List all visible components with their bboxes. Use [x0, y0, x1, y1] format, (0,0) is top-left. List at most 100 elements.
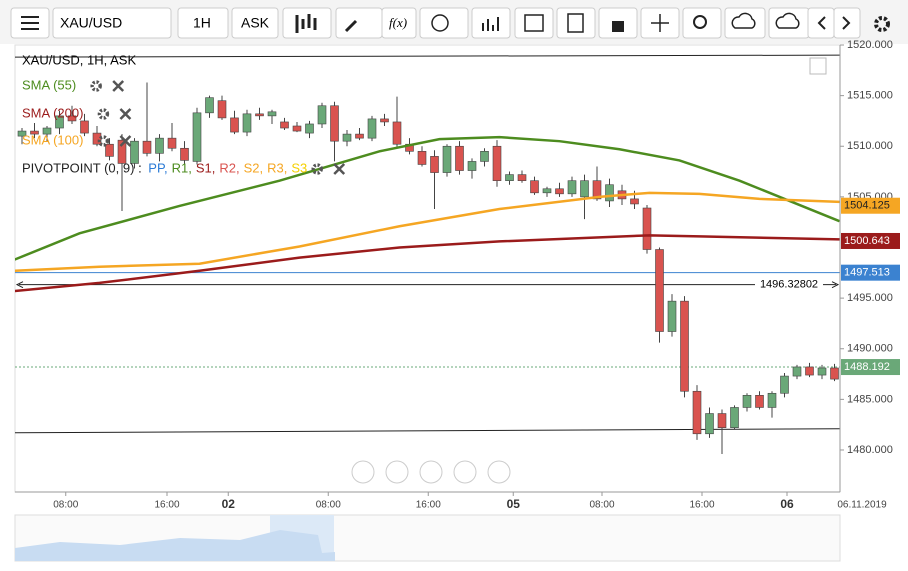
trendline: [15, 54, 840, 58]
settings-icon[interactable]: [874, 16, 890, 32]
pivot-name: PIVOTPOINT (0, 9): [22, 160, 134, 175]
date-label: 06.11.2019: [837, 500, 887, 511]
candle-body: [505, 174, 514, 181]
y-tick-label: 1520.000: [847, 39, 893, 51]
remove-icon[interactable]: [333, 163, 346, 175]
menu-icon: [21, 16, 39, 30]
studies-button[interactable]: [471, 7, 511, 39]
bars-icon: [482, 17, 499, 31]
calendar-icon: [524, 14, 544, 32]
candle-body: [492, 145, 502, 181]
x-tick-label: 16:00: [689, 500, 714, 511]
navigator-area: [15, 530, 335, 561]
candle-body: [717, 413, 727, 429]
side: ASK: [241, 15, 270, 31]
sma-line: [15, 191, 840, 273]
next-button[interactable]: [833, 7, 861, 39]
fx-button[interactable]: [381, 7, 417, 39]
nav-zoom-in[interactable]: [453, 460, 477, 484]
candle-body: [605, 184, 614, 202]
candle-body: [442, 145, 452, 173]
y-tick-label: 1510.000: [847, 140, 893, 152]
prev-button[interactable]: [807, 7, 835, 39]
nav-zoom-out[interactable]: [385, 460, 409, 484]
crosshair-icon: [651, 14, 669, 32]
candle-body: [805, 366, 814, 376]
interval: 1H: [193, 15, 211, 31]
measure-label: 1496.32802: [760, 279, 818, 291]
settings-icon[interactable]: [311, 163, 323, 175]
x-tick-label: 05: [507, 497, 521, 511]
settings-icon[interactable]: [97, 108, 110, 120]
candle-body: [217, 100, 227, 119]
pivot-sep: :: [134, 160, 145, 175]
next-icon: [842, 16, 851, 30]
candle-body: [655, 249, 664, 332]
y-tick-label: 1495.000: [847, 292, 893, 304]
candle-body: [480, 151, 489, 162]
legend-entry: SMA (100): [22, 132, 83, 147]
draw-button[interactable]: [335, 7, 383, 39]
candle-body: [642, 207, 652, 250]
zoom-button[interactable]: [682, 7, 722, 39]
candle-body: [455, 145, 464, 171]
price-tag: [841, 197, 900, 214]
side-button[interactable]: [231, 7, 279, 39]
candle-body: [155, 137, 164, 154]
candle-body: [417, 151, 427, 165]
chart-type-button[interactable]: [282, 7, 332, 39]
candle-body: [742, 395, 752, 408]
price-tag-label: 1488.192: [844, 361, 890, 373]
calendar-button[interactable]: [514, 7, 554, 39]
candle-body: [280, 121, 289, 129]
toolbar: XAU/USD 1H ASK f(x): [0, 0, 908, 44]
candle-body: [305, 123, 314, 134]
x-tick-label: 16:00: [154, 500, 179, 511]
nav-left[interactable]: [351, 460, 375, 484]
remove-icon[interactable]: [119, 135, 132, 147]
upload-button[interactable]: [724, 7, 766, 39]
candle-body: [192, 112, 202, 162]
measure-arrow: [15, 281, 840, 289]
nav-controls: [351, 460, 511, 484]
candle-body: [730, 407, 739, 429]
candle-body: [367, 118, 377, 139]
candle-body: [342, 133, 352, 142]
legend-title: XAU/USD, 1H, ASK: [22, 52, 136, 67]
plot: [15, 54, 840, 455]
nav-reset[interactable]: [419, 460, 443, 484]
remove-icon[interactable]: [119, 108, 132, 120]
candle-body: [567, 180, 577, 195]
candle-body: [542, 188, 552, 194]
pivot-item: PP,: [148, 160, 167, 175]
lock-icon: [612, 21, 624, 32]
candle-body: [30, 130, 39, 135]
candle-body: [517, 174, 527, 181]
candle-body: [692, 390, 702, 435]
pivot-item: S1,: [196, 160, 216, 175]
interval-button[interactable]: [177, 7, 229, 39]
settings-icon[interactable]: [97, 135, 110, 147]
remove-icon[interactable]: [112, 80, 125, 92]
candle-body: [817, 367, 827, 376]
candle-body: [292, 125, 302, 132]
x-tick-label: 02: [222, 497, 236, 511]
download-button[interactable]: [768, 7, 810, 39]
pen-icon: [344, 19, 358, 33]
sheet-button[interactable]: [556, 7, 596, 39]
candle-body: [755, 395, 764, 408]
symbol-input[interactable]: [52, 7, 172, 39]
y-tick-label: 1490.000: [847, 343, 893, 355]
candle-body: [167, 137, 177, 149]
y-tick-label: 1480.000: [847, 444, 893, 456]
candle-body: [92, 132, 102, 145]
settings-icon[interactable]: [90, 80, 102, 92]
candle-body: [767, 392, 777, 408]
candle-body: [330, 105, 339, 142]
y-tick-label: 1485.000: [847, 393, 893, 405]
nav-right[interactable]: [487, 460, 511, 484]
maximize-icon[interactable]: [809, 57, 827, 75]
y-tick-label: 1515.000: [847, 90, 893, 102]
candle-body: [130, 140, 139, 164]
info-button[interactable]: [419, 7, 469, 39]
